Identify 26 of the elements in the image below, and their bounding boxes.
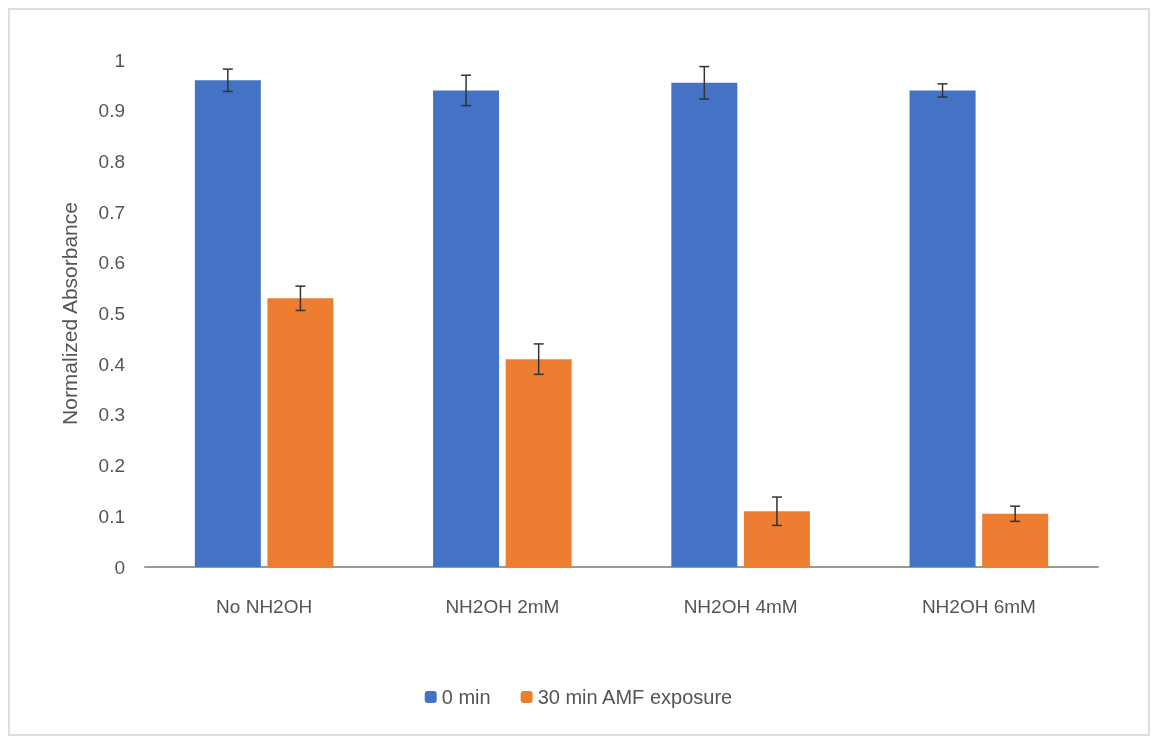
bar [433,90,500,567]
x-tick-label: NH2OH 4mM [683,596,798,617]
y-axis-title: Normalized Absorbance [58,202,81,425]
y-tick-label: 0.6 [98,252,125,274]
y-tick-label: 0.5 [98,303,125,324]
y-tick-label: 0.4 [98,353,126,375]
bar [909,90,976,567]
legend-label: 30 min AMF exposure [537,686,733,708]
x-tick-label: No NH2OH [216,596,313,617]
bar [505,359,572,567]
y-tick-label: 1 [114,49,125,71]
bar [671,82,738,567]
bar [743,511,810,567]
y-tick-label: 0.2 [98,455,125,477]
y-tick-label: 0.7 [98,201,125,223]
y-tick-label: 0 [114,556,125,578]
bar [194,80,261,567]
bar [267,298,334,567]
legend-label: 0 min [441,686,491,708]
y-tick-label: 0.3 [98,404,125,426]
x-tick-label: NH2OH 2mM [445,596,560,617]
x-tick-label: NH2OH 6mM [921,596,1036,617]
bar [982,513,1049,567]
y-tick-label: 0.9 [98,100,125,122]
y-tick-label: 0.1 [98,505,125,527]
y-tick-label: 0.8 [98,150,125,172]
